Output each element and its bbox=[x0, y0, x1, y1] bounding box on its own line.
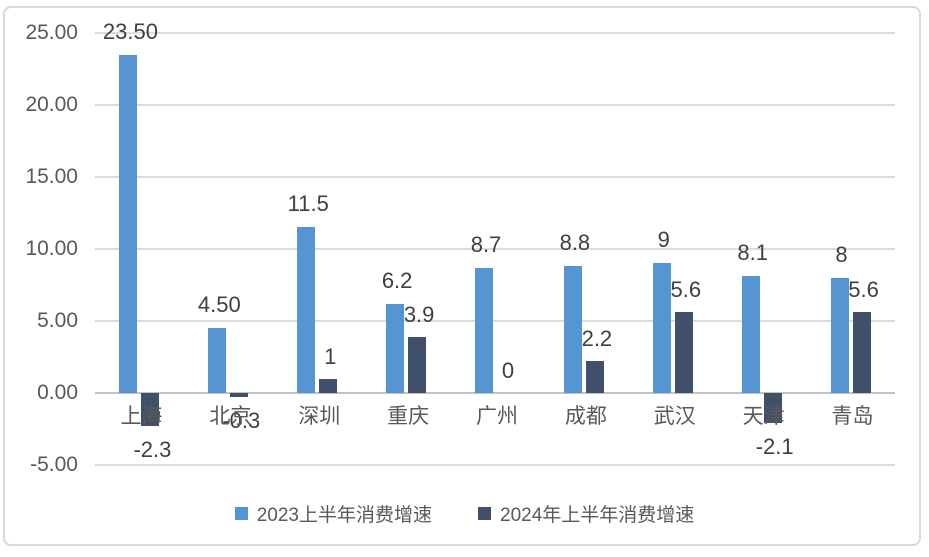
data-label-2024: -2.3 bbox=[133, 437, 172, 463]
data-label-2024: 3.9 bbox=[403, 301, 435, 327]
bar-2023 bbox=[119, 54, 138, 393]
category-label: 武汉 bbox=[653, 405, 696, 428]
legend-swatch-2023-icon bbox=[234, 507, 248, 520]
bar-2023 bbox=[475, 267, 493, 393]
data-label-2023: 6.2 bbox=[381, 267, 413, 293]
category-label: 广州 bbox=[476, 405, 518, 428]
data-label-2023: 8.1 bbox=[737, 240, 768, 266]
data-label-2023: 8.7 bbox=[470, 231, 502, 257]
data-label-2024: 0 bbox=[501, 358, 515, 383]
data-label-2024: 5.6 bbox=[848, 277, 879, 303]
y-axis-tick-label: 0.00 bbox=[37, 381, 78, 404]
y-axis-tick-label: 20.00 bbox=[25, 93, 78, 116]
category-label: 重庆 bbox=[387, 405, 430, 428]
category-label: 北京 bbox=[209, 405, 252, 428]
y-axis-tick-label: 5.00 bbox=[37, 309, 78, 332]
data-label-2023: 23.50 bbox=[102, 18, 158, 44]
data-label-2024: 5.6 bbox=[670, 277, 702, 303]
data-label-2024: 1 bbox=[324, 343, 337, 369]
gridline bbox=[95, 464, 895, 466]
gridline bbox=[95, 176, 895, 178]
bar-2023 bbox=[652, 263, 671, 393]
data-label-2023: 4.50 bbox=[197, 292, 241, 318]
bar-2024 bbox=[852, 312, 871, 393]
data-label-2024: -0.3 bbox=[222, 408, 261, 434]
y-axis-tick-label: -5.00 bbox=[30, 453, 78, 476]
category-label: 天津 bbox=[742, 405, 785, 428]
y-axis-tick-label: 25.00 bbox=[25, 21, 78, 44]
data-label-2023: 11.5 bbox=[287, 191, 329, 217]
bar-2023 bbox=[830, 277, 849, 393]
bar-2024 bbox=[763, 393, 782, 424]
bar-2024 bbox=[141, 393, 160, 427]
bar-2024 bbox=[408, 336, 427, 393]
category-label: 青岛 bbox=[831, 405, 874, 428]
data-label-2023: 8.8 bbox=[559, 230, 591, 256]
category-label: 成都 bbox=[564, 405, 607, 428]
data-label-2024: 2.2 bbox=[581, 326, 613, 352]
y-axis-tick-label: 10.00 bbox=[25, 237, 78, 260]
chart-frame bbox=[3, 6, 921, 546]
data-label-2024: -2.1 bbox=[755, 434, 794, 460]
bar-2023 bbox=[741, 276, 760, 393]
gridline bbox=[95, 320, 895, 322]
bar-2024 bbox=[319, 378, 338, 393]
gridline bbox=[95, 32, 895, 34]
category-label: 上海 bbox=[120, 405, 163, 428]
data-label-2023: 8 bbox=[835, 241, 848, 267]
legend-label-2023: 2023上半年消费增速 bbox=[256, 505, 432, 526]
legend-swatch-2024-icon bbox=[478, 507, 491, 520]
data-label-2023: 9 bbox=[657, 227, 670, 253]
bar-2023 bbox=[297, 227, 316, 393]
legend-item-2023: 2023上半年消费增速 bbox=[234, 500, 432, 527]
y-axis-tick-label: 15.00 bbox=[25, 165, 78, 188]
gridline bbox=[95, 104, 895, 106]
legend-label-2024: 2024年上半年消费增速 bbox=[500, 505, 695, 526]
bar-2024 bbox=[674, 312, 693, 393]
bar-2024 bbox=[585, 361, 604, 393]
legend: 2023上半年消费增速 2024年上半年消费增速 bbox=[0, 500, 929, 527]
bar-2023 bbox=[208, 328, 227, 393]
gridline bbox=[95, 248, 895, 250]
category-label: 深圳 bbox=[298, 405, 341, 428]
bar-2023 bbox=[563, 266, 582, 393]
bar-2023 bbox=[386, 303, 405, 393]
legend-item-2024: 2024年上半年消费增速 bbox=[478, 500, 694, 527]
x-axis-line bbox=[95, 392, 895, 394]
bar-2024 bbox=[230, 393, 249, 398]
